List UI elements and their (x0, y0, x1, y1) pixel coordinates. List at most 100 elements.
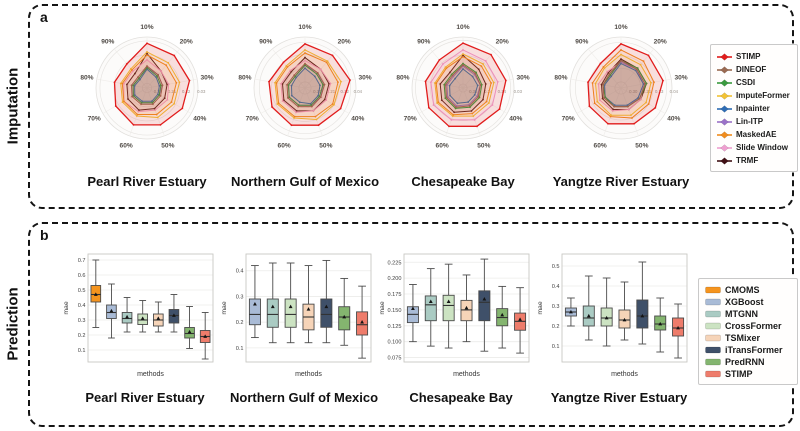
line-diamond-marker-icon (717, 143, 732, 152)
radar-chart-northern-gulf-of-mexico: 0.30 0.21 0.12 0.04 10% 20% 30% 40% 50% 60% 70% 80%… (226, 14, 384, 189)
prediction-legend: CMOMS XGBoost MTGNN CrossFormer TSMixer iTran… (698, 278, 798, 385)
radar-plot: 0.30 0.21 0.13 0.04 10% 20% 30% 40% 50% 60% 70% 80%… (542, 14, 700, 168)
legend-label: STIMP (736, 52, 761, 61)
radar-charts-row: 0.30 0.21 0.12 0.03 10% 20% 30% 40% 50% 60% 70% 80%… (68, 14, 798, 189)
panel-b-letter: b (40, 227, 49, 243)
imputation-side-label: Imputation (4, 67, 22, 145)
svg-text:0.04: 0.04 (354, 89, 363, 94)
boxplot-title: Pearl River Estuary (85, 390, 205, 405)
color-swatch-icon (705, 358, 721, 366)
line-diamond-marker-icon (717, 91, 732, 100)
svg-text:40%: 40% (509, 116, 522, 123)
panel-b-prediction: b 0.1 0.2 0.3 0.4 0.5 0.6 0.7 mae methods Pearl … (28, 222, 798, 427)
line-diamond-marker-icon (717, 78, 732, 87)
svg-text:40%: 40% (351, 116, 364, 123)
svg-text:60%: 60% (120, 143, 133, 150)
svg-text:0.21: 0.21 (327, 89, 336, 94)
svg-text:0.4: 0.4 (78, 303, 86, 309)
svg-text:60%: 60% (278, 143, 291, 150)
svg-text:mae: mae (221, 301, 228, 314)
svg-text:80%: 80% (238, 75, 251, 82)
legend-item-lin-itp: Lin-ITP (717, 115, 791, 128)
legend-label: iTransFormer (725, 345, 783, 355)
svg-text:0.03: 0.03 (514, 89, 523, 94)
svg-text:20%: 20% (654, 38, 667, 45)
boxplot-title: Yangtze River Estuary (550, 390, 688, 405)
svg-text:20%: 20% (180, 38, 193, 45)
svg-text:0.3: 0.3 (236, 294, 244, 300)
legend-item-slide-window: Slide Window (717, 141, 791, 154)
legend-item-csdi: CSDI (717, 76, 791, 89)
line-diamond-marker-icon (717, 52, 732, 61)
legend-item-maskedae: MaskedAE (717, 128, 791, 141)
svg-text:0.200: 0.200 (388, 276, 402, 282)
legend-label: TSMixer (725, 333, 761, 343)
legend-item-mtgnn: MTGNN (705, 308, 791, 320)
svg-text:0.35: 0.35 (469, 89, 478, 94)
box-plot: 0.1 0.2 0.3 0.4 0.5 0.6 0.7 mae methods (60, 248, 218, 388)
color-swatch-icon (705, 322, 721, 330)
svg-text:70%: 70% (88, 116, 101, 123)
legend-label: CSDI (736, 78, 756, 87)
svg-text:10%: 10% (614, 24, 627, 31)
legend-label: PredRNN (725, 357, 765, 367)
legend-label: Inpainter (736, 104, 770, 113)
svg-text:80%: 80% (396, 75, 409, 82)
line-diamond-marker-icon (717, 117, 732, 126)
svg-text:70%: 70% (246, 116, 259, 123)
boxplot-chart-chesapeake-bay: 0.075 0.100 0.125 0.150 0.175 0.200 0.225 mae me… (376, 248, 534, 405)
legend-item-cmoms: CMOMS (705, 284, 791, 296)
box-plot: 0.075 0.100 0.125 0.150 0.175 0.200 0.225 mae me… (376, 248, 534, 388)
svg-text:20%: 20% (338, 38, 351, 45)
radar-title: Chesapeake Bay (411, 174, 515, 189)
svg-text:0.075: 0.075 (388, 356, 402, 362)
radar-title: Pearl River Estuary (87, 174, 207, 189)
svg-text:0.2: 0.2 (552, 324, 560, 330)
svg-text:80%: 80% (80, 75, 93, 82)
svg-text:methods: methods (137, 371, 164, 378)
svg-text:50%: 50% (161, 143, 174, 150)
legend-label: ImputeFormer (736, 91, 790, 100)
boxplot-chart-northern-gulf-of-mexico: 0.1 0.2 0.3 0.4 mae methods Northern Gulf of … (218, 248, 378, 405)
svg-text:40%: 40% (667, 116, 680, 123)
svg-text:0.30: 0.30 (313, 89, 322, 94)
svg-text:90%: 90% (575, 38, 588, 45)
boxplot-title: Chesapeake Bay (409, 390, 513, 405)
legend-item-imputeformer: ImputeFormer (717, 89, 791, 102)
panel-a-letter: a (40, 9, 48, 25)
boxplot-chart-yangtze-river-estuary: 0.1 0.2 0.3 0.4 0.5 mae methods Yangtze River … (534, 248, 692, 405)
svg-text:methods: methods (295, 371, 322, 378)
svg-text:0.21: 0.21 (168, 89, 177, 94)
radar-title: Yangtze River Estuary (552, 174, 690, 189)
svg-text:70%: 70% (404, 116, 417, 123)
legend-item-trmf: TRMF (717, 154, 791, 167)
svg-text:0.21: 0.21 (643, 89, 652, 94)
legend-label: Slide Window (736, 143, 788, 152)
radar-title: Northern Gulf of Mexico (230, 174, 380, 189)
svg-text:0.100: 0.100 (388, 340, 402, 346)
svg-text:0.2: 0.2 (78, 333, 86, 339)
radar-chart-pearl-river-estuary: 0.30 0.21 0.12 0.03 10% 20% 30% 40% 50% 60% 70% 80%… (68, 14, 226, 189)
panel-a-imputation: a 0.30 0.21 0.12 0.03 10% 20% 30% 40% 50% 60% 70% 8… (28, 4, 798, 209)
svg-text:30%: 30% (200, 75, 213, 82)
svg-text:0.1: 0.1 (236, 346, 244, 352)
svg-text:0.150: 0.150 (388, 308, 402, 314)
svg-text:0.1: 0.1 (78, 348, 86, 354)
legend-item-crossformer: CrossFormer (705, 320, 791, 332)
svg-text:0.5: 0.5 (78, 288, 86, 294)
boxplot-charts-row: 0.1 0.2 0.3 0.4 0.5 0.6 0.7 mae methods Pearl Ri… (60, 248, 798, 405)
legend-item-xgboost: XGBoost (705, 296, 791, 308)
svg-text:50%: 50% (477, 143, 490, 150)
svg-text:0.4: 0.4 (236, 269, 244, 275)
legend-item-stimp: STIMP (717, 50, 791, 63)
box-plot: 0.1 0.2 0.3 0.4 mae methods (218, 248, 376, 388)
box-plot: 0.1 0.2 0.3 0.4 0.5 mae methods (534, 248, 692, 388)
color-swatch-icon (705, 310, 721, 318)
prediction-side-label: Prediction (4, 287, 22, 361)
svg-text:10%: 10% (140, 24, 153, 31)
legend-label: CrossFormer (725, 321, 782, 331)
svg-text:30%: 30% (674, 75, 687, 82)
svg-text:0.175: 0.175 (388, 292, 402, 298)
legend-item-itransformer: iTransFormer (705, 344, 791, 356)
svg-text:0.03: 0.03 (197, 89, 206, 94)
